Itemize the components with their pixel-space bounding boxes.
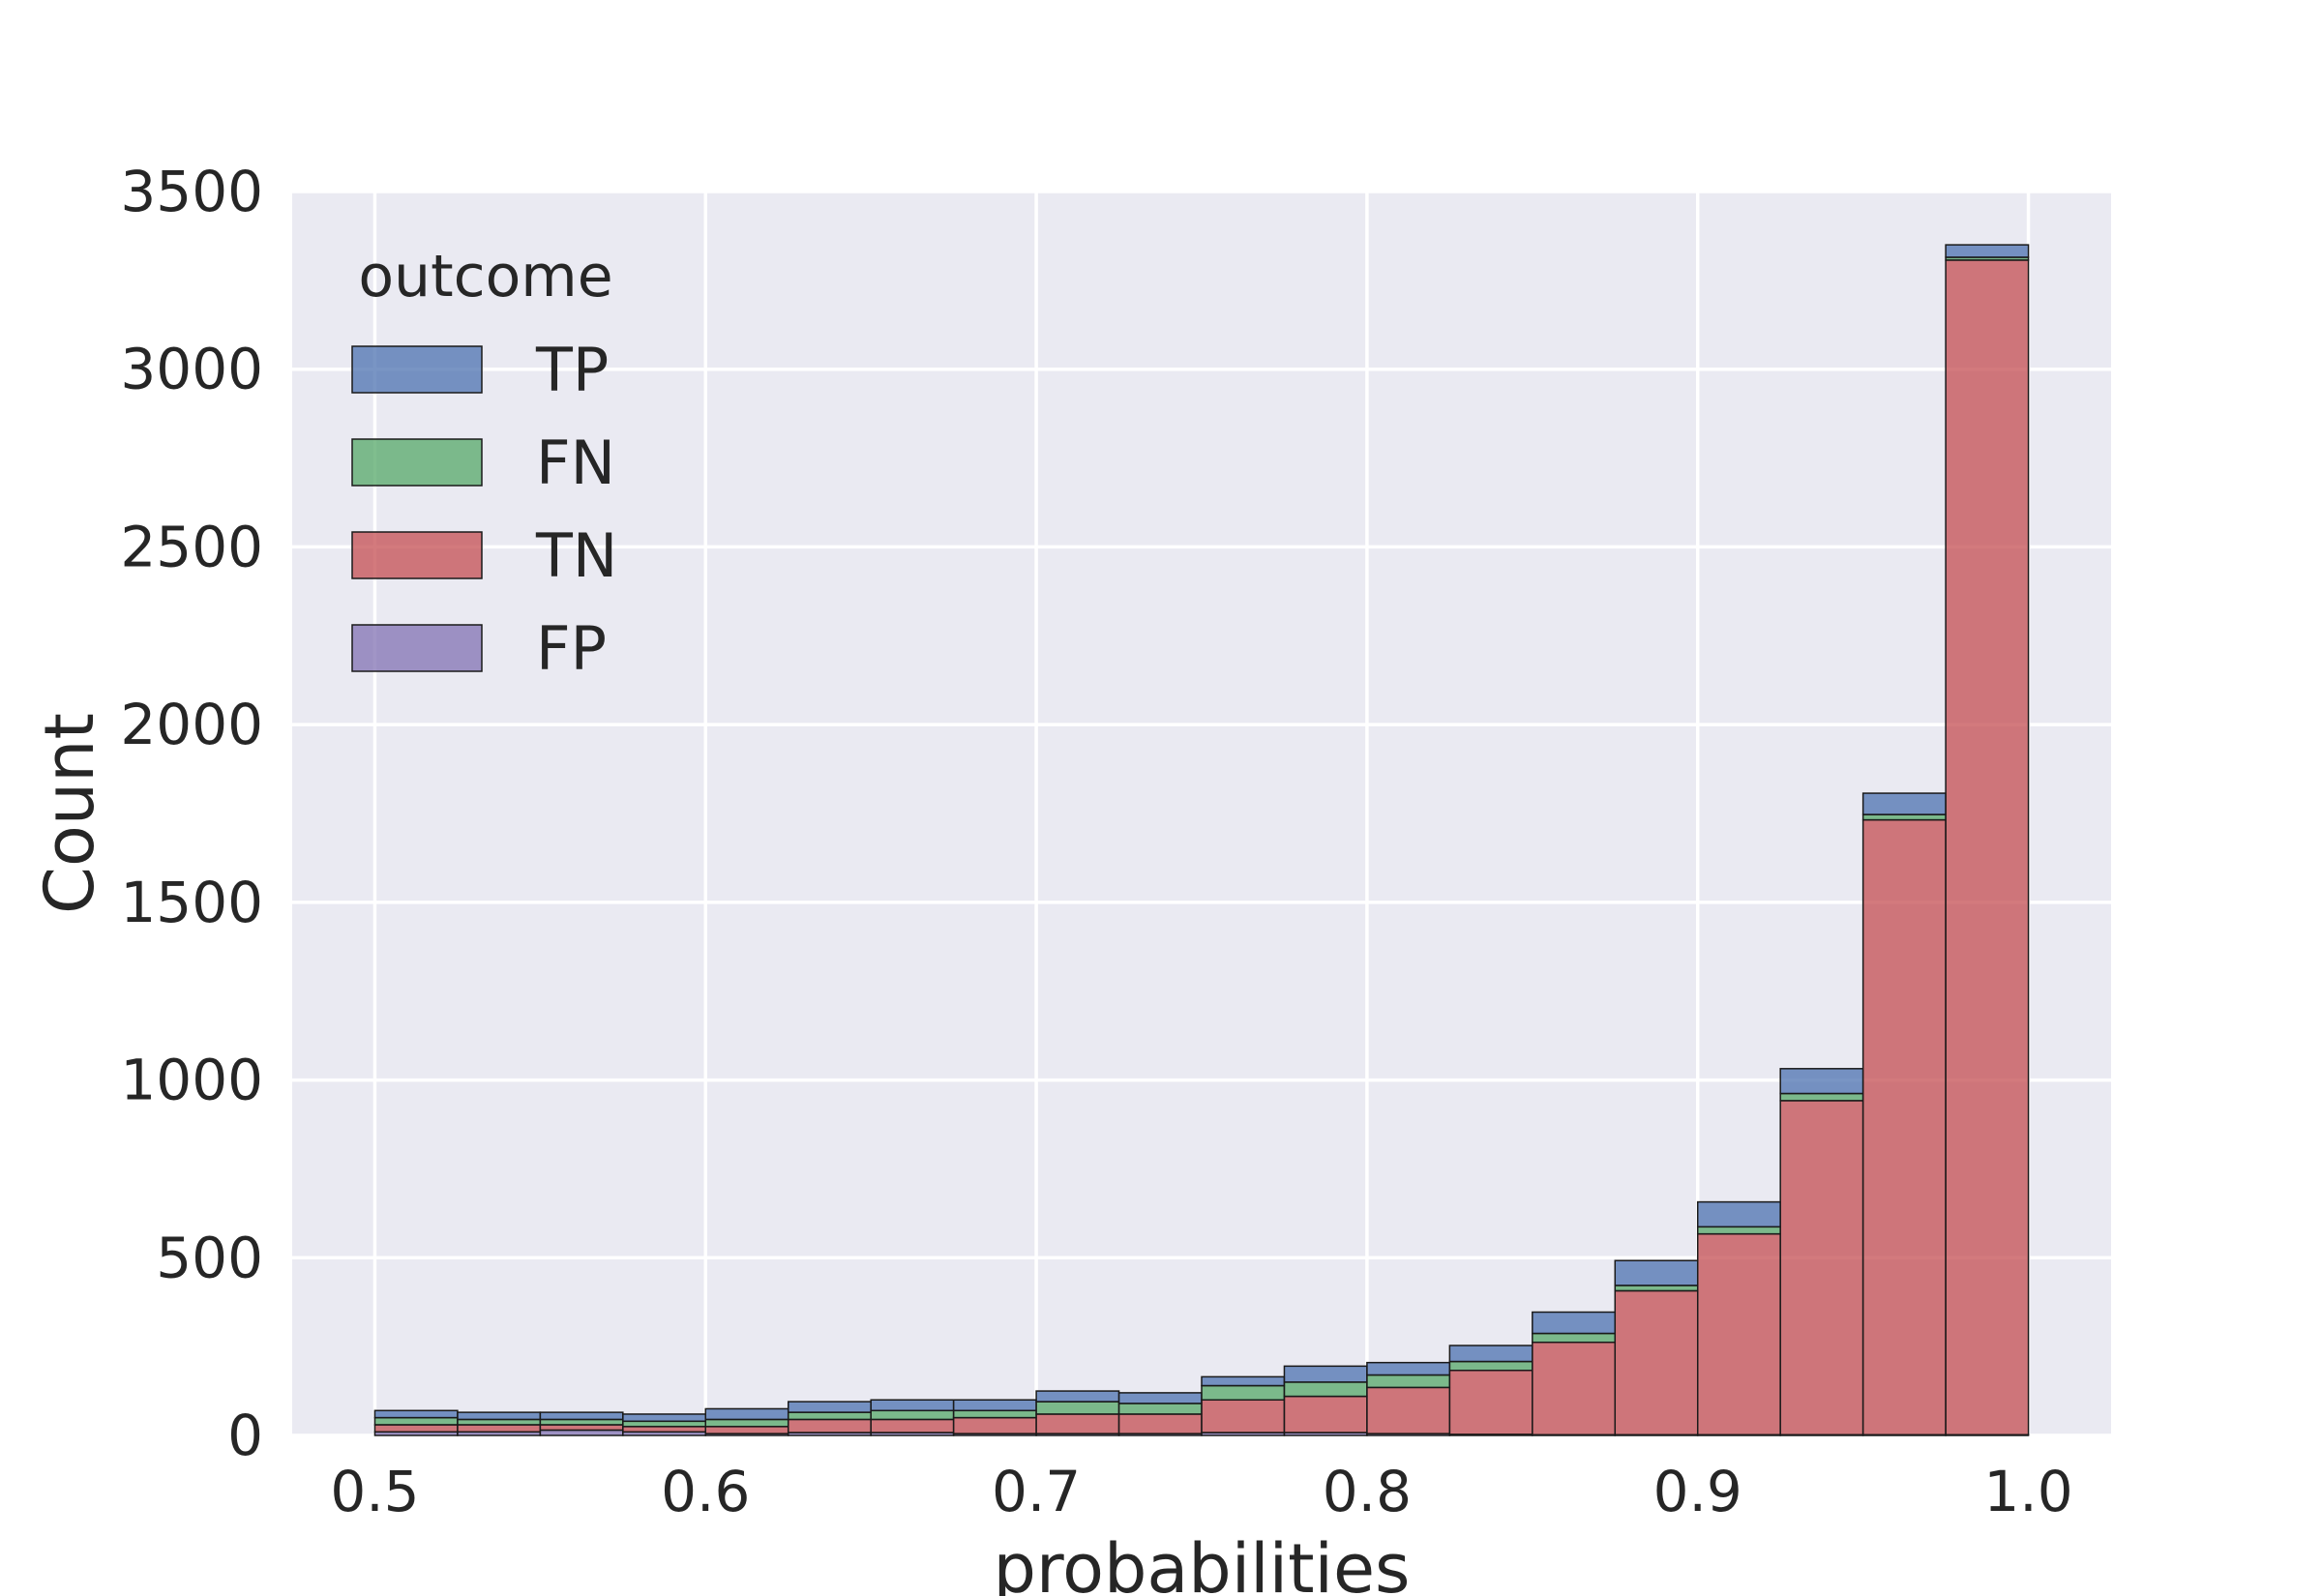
bar-fn-18 bbox=[1861, 813, 1947, 821]
bar-tn-13 bbox=[1448, 1370, 1533, 1435]
bar-fn-1 bbox=[457, 1418, 542, 1426]
x-tick-label-5: 1.0 bbox=[1983, 1459, 2072, 1524]
x-tick-label-4: 0.9 bbox=[1653, 1459, 1742, 1524]
x-tick-label-3: 0.8 bbox=[1323, 1459, 1412, 1524]
legend: outcome TP FN TN FP bbox=[351, 243, 617, 684]
bar-tn-12 bbox=[1366, 1386, 1451, 1434]
bar-fn-12 bbox=[1366, 1374, 1451, 1389]
legend-label-tp: TP bbox=[535, 335, 609, 405]
bar-tn-14 bbox=[1532, 1341, 1617, 1436]
bar-fn-0 bbox=[373, 1416, 459, 1426]
y-tick-label-5: 2500 bbox=[120, 514, 263, 579]
x-tick-label-1: 0.6 bbox=[661, 1459, 750, 1524]
legend-label-tn: TN bbox=[535, 520, 617, 591]
bar-tp-10 bbox=[1201, 1375, 1286, 1387]
y-tick-label-3: 1500 bbox=[120, 870, 263, 935]
bar-tp-4 bbox=[704, 1407, 789, 1421]
x-tick-labels: 0.5 0.6 0.7 0.8 0.9 1.0 bbox=[330, 1459, 2072, 1524]
bar-tp-5 bbox=[787, 1401, 872, 1413]
y-tick-label-0: 0 bbox=[227, 1403, 263, 1468]
x-tick-label-0: 0.5 bbox=[330, 1459, 419, 1524]
bar-tp-1 bbox=[457, 1411, 542, 1421]
bar-tn-4 bbox=[704, 1426, 789, 1434]
bar-tp-14 bbox=[1532, 1311, 1617, 1335]
bar-tp-17 bbox=[1779, 1068, 1864, 1095]
legend-swatch-tp bbox=[351, 345, 483, 394]
bar-fn-5 bbox=[787, 1411, 872, 1421]
bar-tn-3 bbox=[622, 1426, 707, 1433]
bar-tp-12 bbox=[1366, 1361, 1451, 1376]
bars bbox=[373, 244, 2030, 1436]
bar-tn-18 bbox=[1861, 818, 1947, 1436]
bar-fn-4 bbox=[704, 1418, 789, 1428]
bar-tn-9 bbox=[1117, 1413, 1203, 1434]
bar-tp-0 bbox=[373, 1409, 459, 1419]
bar-fn-7 bbox=[952, 1409, 1037, 1419]
legend-title: outcome bbox=[358, 243, 612, 310]
y-tick-label-6: 3000 bbox=[120, 337, 263, 402]
legend-swatch-fn bbox=[351, 438, 483, 487]
y-axis-label: Count bbox=[30, 713, 109, 914]
bar-tn-10 bbox=[1201, 1399, 1286, 1433]
bar-tn-0 bbox=[373, 1424, 459, 1433]
bar-tp-19 bbox=[1945, 244, 2030, 258]
y-tick-label-4: 2000 bbox=[120, 692, 263, 757]
legend-items: TP FN TN FP bbox=[351, 335, 617, 684]
bar-fp-2 bbox=[539, 1429, 624, 1436]
bar-fn-15 bbox=[1614, 1285, 1699, 1292]
y-tick-labels: 0 500 1000 1500 2000 2500 3000 3500 bbox=[120, 159, 263, 1468]
bar-fn-2 bbox=[539, 1418, 624, 1426]
bar-fn-8 bbox=[1035, 1401, 1120, 1415]
bar-tn-8 bbox=[1035, 1413, 1120, 1434]
legend-label-fp: FP bbox=[536, 613, 607, 684]
bar-tp-3 bbox=[622, 1413, 707, 1423]
bar-fn-13 bbox=[1448, 1360, 1533, 1372]
bar-tn-5 bbox=[787, 1418, 872, 1433]
bar-tn-16 bbox=[1696, 1232, 1781, 1436]
bar-fn-3 bbox=[622, 1420, 707, 1428]
y-tick-label-1: 500 bbox=[156, 1225, 263, 1290]
bar-fn-17 bbox=[1779, 1092, 1864, 1102]
bar-fn-6 bbox=[870, 1409, 955, 1421]
bar-tp-18 bbox=[1861, 792, 1947, 815]
gridlines bbox=[292, 190, 2111, 1437]
bar-tp-9 bbox=[1117, 1392, 1203, 1404]
bar-tn-7 bbox=[952, 1416, 1037, 1434]
bar-fn-9 bbox=[1117, 1403, 1203, 1415]
legend-swatch-tn bbox=[351, 531, 483, 579]
bar-tp-7 bbox=[952, 1399, 1037, 1412]
bar-tp-8 bbox=[1035, 1390, 1120, 1403]
legend-swatch-fp bbox=[351, 624, 483, 672]
bar-fn-14 bbox=[1532, 1332, 1617, 1344]
bar-tp-13 bbox=[1448, 1345, 1533, 1363]
bar-tp-16 bbox=[1696, 1200, 1781, 1228]
bar-tn-17 bbox=[1779, 1100, 1864, 1436]
bar-tp-11 bbox=[1283, 1365, 1368, 1383]
y-tick-label-7: 3500 bbox=[120, 159, 263, 224]
legend-label-fn: FN bbox=[536, 428, 615, 498]
bar-tn-19 bbox=[1945, 259, 2030, 1436]
bar-tp-2 bbox=[539, 1411, 624, 1421]
bar-fn-10 bbox=[1201, 1384, 1286, 1402]
bar-tn-6 bbox=[870, 1418, 955, 1433]
y-tick-label-2: 1000 bbox=[120, 1048, 263, 1113]
bar-tn-1 bbox=[457, 1424, 542, 1433]
bar-tn-11 bbox=[1283, 1395, 1368, 1433]
bar-fn-16 bbox=[1696, 1226, 1781, 1235]
bar-tn-2 bbox=[539, 1424, 624, 1432]
bar-tn-15 bbox=[1614, 1289, 1699, 1436]
bar-fn-11 bbox=[1283, 1381, 1368, 1398]
x-tick-label-2: 0.7 bbox=[992, 1459, 1081, 1524]
bar-tp-6 bbox=[870, 1399, 955, 1412]
x-axis-label: probabilities bbox=[993, 1529, 1410, 1596]
bar-tp-15 bbox=[1614, 1259, 1699, 1286]
